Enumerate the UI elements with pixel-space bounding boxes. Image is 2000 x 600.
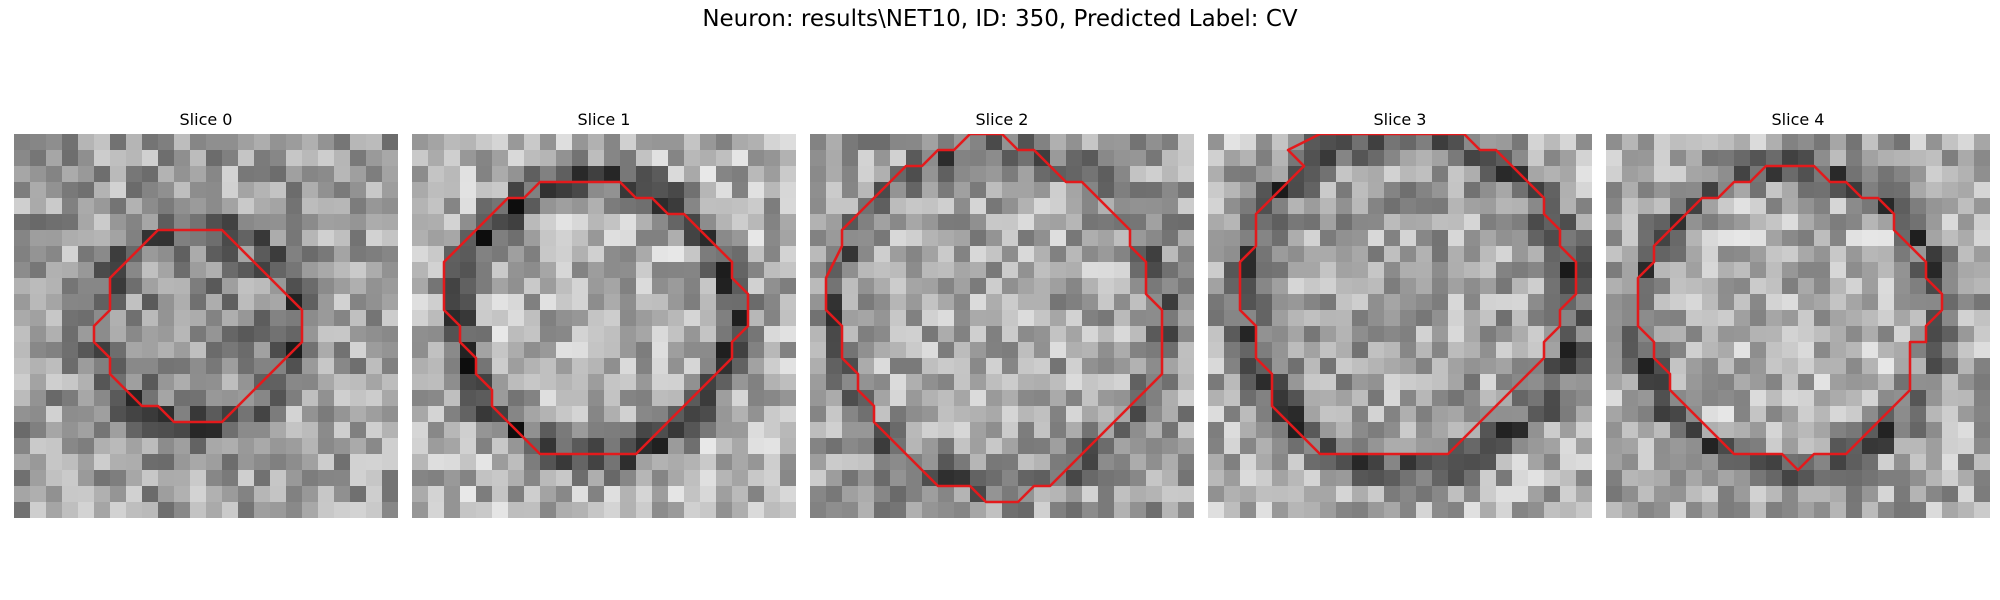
slice-title-0: Slice 0 [179, 110, 233, 129]
segmentation-contour [92, 228, 304, 424]
slice-image-4 [1606, 134, 1990, 518]
slice-title-2: Slice 2 [975, 110, 1029, 129]
segmentation-contour [442, 180, 750, 456]
segmentation-contour [1238, 134, 1578, 456]
slice-image-0 [14, 134, 398, 518]
pixel-texture [1208, 134, 1592, 518]
slice-title-4: Slice 4 [1771, 110, 1825, 129]
segmentation-contour [824, 134, 1164, 504]
pixel-texture [14, 134, 398, 518]
slice-title-1: Slice 1 [577, 110, 631, 129]
segmentation-contour [1636, 164, 1944, 472]
pixel-texture [1606, 134, 1990, 518]
slice-image-3 [1208, 134, 1592, 518]
slice-title-3: Slice 3 [1373, 110, 1427, 129]
pixel-texture [412, 134, 796, 518]
slice-image-1 [412, 134, 796, 518]
figure-title: Neuron: results\NET10, ID: 350, Predicte… [702, 6, 1298, 32]
pixel-texture [810, 134, 1194, 518]
slice-image-2 [810, 134, 1194, 518]
